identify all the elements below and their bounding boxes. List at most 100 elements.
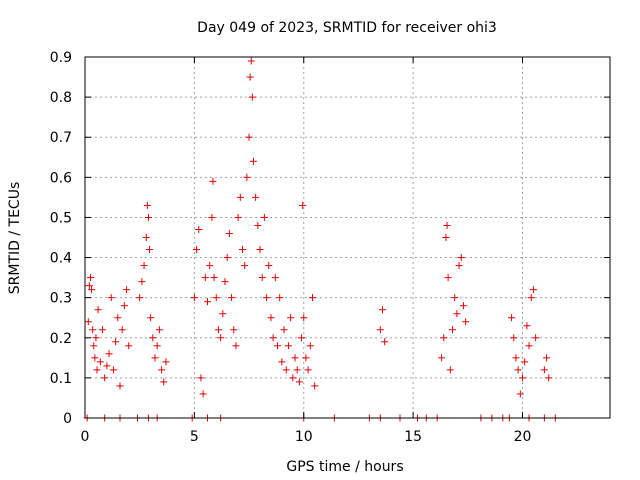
y-tick-label: 0.3: [50, 291, 72, 307]
data-point: [512, 354, 520, 362]
data-point: [236, 193, 244, 201]
data-point: [105, 350, 113, 358]
data-point: [284, 342, 292, 350]
data-point: [116, 382, 124, 390]
data-point: [247, 57, 255, 65]
data-point: [276, 294, 284, 302]
data-point: [146, 246, 154, 254]
data-point: [459, 302, 467, 310]
y-tick-label: 0.9: [50, 50, 72, 66]
chart-title: Day 049 of 2023, SRMTID for receiver ohi…: [197, 20, 497, 36]
data-point: [204, 298, 211, 306]
data-point: [532, 334, 540, 342]
data-point: [214, 326, 222, 334]
data-point: [243, 173, 251, 181]
data-point: [206, 262, 214, 270]
data-point: [280, 326, 288, 334]
data-point: [252, 193, 260, 201]
data-point: [540, 366, 548, 374]
data-point: [510, 334, 518, 342]
x-tick-label: 15: [404, 429, 422, 445]
data-point: [248, 93, 256, 101]
data-point: [136, 294, 144, 302]
x-tick-label: 0: [81, 429, 90, 445]
y-tick-label: 0.1: [50, 371, 72, 387]
data-point: [457, 254, 465, 262]
y-tick-labels: 0 0.1 0.2 0.3 0.4 0.5 0.6 0.7 0.8 0.9: [50, 50, 72, 427]
data-point: [142, 234, 150, 241]
data-point: [112, 338, 120, 346]
data-point: [92, 334, 100, 342]
data-point: [221, 278, 229, 286]
data-point: [455, 262, 463, 270]
data-point: [256, 246, 264, 254]
data-point: [153, 342, 161, 350]
grid-lines: [85, 57, 610, 418]
data-point: [86, 274, 94, 282]
data-point: [379, 306, 386, 314]
x-tick-labels: 0 5 10 15 20: [81, 429, 532, 445]
data-point: [193, 246, 201, 254]
data-point: [516, 390, 524, 398]
data-point: [228, 294, 236, 302]
data-point: [109, 366, 117, 374]
data-point: [451, 294, 459, 302]
data-point: [96, 358, 104, 366]
data-point: [210, 274, 218, 282]
data-point: [300, 314, 308, 322]
y-axis-label: SRMTID / TECUs: [7, 182, 23, 295]
data-point: [265, 262, 273, 270]
data-point: [217, 334, 225, 342]
data-point: [521, 358, 529, 366]
data-point: [197, 374, 205, 382]
data-point: [239, 246, 246, 254]
data-point: [304, 366, 312, 374]
data-point: [101, 374, 109, 382]
data-point: [446, 366, 454, 374]
data-point: [545, 374, 553, 382]
data-point: [440, 334, 448, 342]
y-tick-label: 0.4: [50, 251, 72, 267]
data-point: [118, 326, 126, 334]
data-point: [271, 274, 279, 282]
data-point: [85, 282, 93, 290]
data-point: [93, 366, 101, 374]
y-tick-label: 0: [63, 411, 72, 427]
data-point: [443, 221, 451, 229]
data-point: [527, 294, 535, 302]
data-point: [143, 201, 151, 209]
data-point: [195, 225, 203, 233]
y-tick-label: 0.7: [50, 130, 72, 146]
data-point: [287, 314, 295, 322]
data-point: [274, 342, 281, 350]
data-point: [260, 213, 268, 221]
data-point: [543, 354, 551, 362]
data-point: [140, 262, 148, 270]
data-point: [158, 366, 166, 374]
data-point: [298, 334, 306, 342]
data-point: [525, 342, 533, 350]
data-point: [302, 354, 310, 362]
data-point: [230, 326, 238, 334]
data-point: [94, 306, 102, 314]
data-point: [225, 229, 233, 237]
data-point: [232, 342, 240, 350]
data-point: [201, 274, 209, 282]
data-point: [223, 254, 231, 262]
data-point: [147, 314, 155, 322]
data-point: [144, 213, 152, 221]
data-point: [258, 274, 266, 282]
data-point: [245, 133, 253, 141]
plot-frame: [84, 56, 611, 419]
data-point: [208, 213, 216, 221]
x-tick-label: 5: [190, 429, 199, 445]
data-point: [151, 354, 159, 362]
data-point: [199, 390, 207, 398]
data-point: [295, 378, 303, 386]
data-points: [83, 57, 559, 422]
data-point: [246, 73, 254, 81]
data-point: [442, 234, 450, 241]
y-tick-label: 0.5: [50, 210, 72, 226]
data-point: [269, 334, 277, 342]
data-point: [241, 262, 249, 270]
